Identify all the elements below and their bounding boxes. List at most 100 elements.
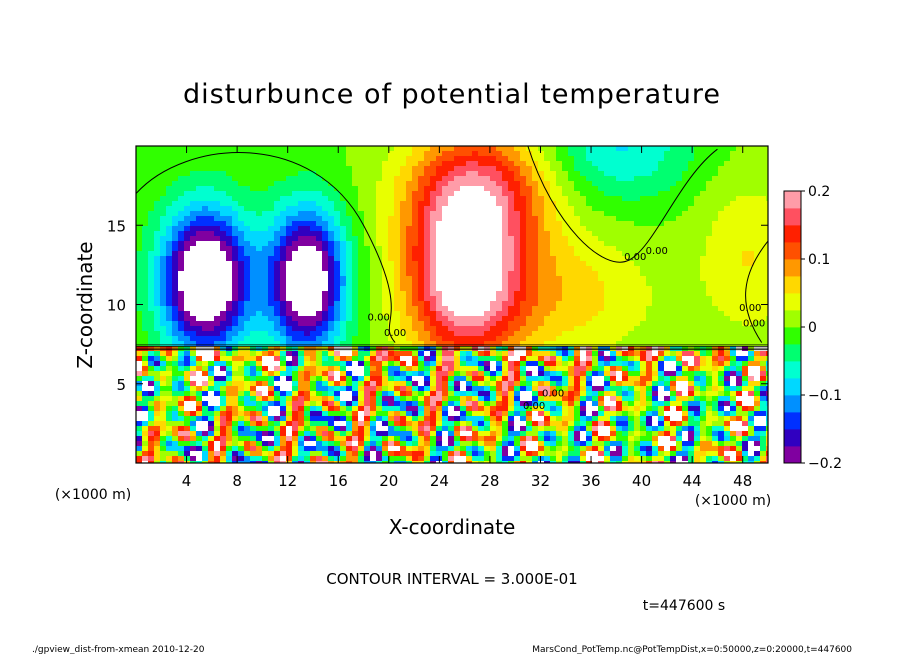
- heatmap-cell: [424, 386, 431, 392]
- heatmap-cell: [466, 156, 473, 162]
- heatmap-cell: [328, 386, 335, 392]
- heatmap-cell: [238, 421, 245, 427]
- heatmap-cell: [160, 356, 167, 362]
- heatmap-cell: [532, 186, 539, 192]
- heatmap-cell: [376, 281, 383, 287]
- heatmap-cell: [286, 196, 293, 202]
- heatmap-cell: [406, 406, 413, 412]
- heatmap-cell: [466, 316, 473, 322]
- heatmap-cell: [322, 426, 329, 432]
- heatmap-cell: [238, 346, 245, 352]
- heatmap-cell: [550, 236, 557, 242]
- heatmap-cell: [238, 361, 245, 367]
- heatmap-cell: [262, 216, 269, 222]
- heatmap-cell: [484, 316, 491, 322]
- heatmap-cell: [148, 306, 155, 312]
- heatmap-cell: [460, 451, 467, 457]
- heatmap-cell: [250, 366, 257, 372]
- heatmap-cell: [562, 266, 569, 272]
- heatmap-cell: [568, 411, 575, 417]
- heatmap-cell: [520, 251, 527, 257]
- heatmap-cell: [178, 266, 185, 272]
- heatmap-cell: [556, 281, 563, 287]
- heatmap-cell: [256, 371, 263, 377]
- heatmap-cell: [532, 191, 539, 197]
- heatmap-cell: [202, 421, 209, 427]
- heatmap-cell: [526, 436, 533, 442]
- heatmap-cell: [460, 401, 467, 407]
- heatmap-cell: [322, 251, 329, 257]
- heatmap-cell: [364, 211, 371, 217]
- heatmap-cell: [178, 261, 185, 267]
- heatmap-cell: [382, 156, 389, 162]
- heatmap-cell: [286, 391, 293, 397]
- heatmap-cell: [316, 441, 323, 447]
- heatmap-cell: [148, 286, 155, 292]
- heatmap-cell: [472, 361, 479, 367]
- heatmap-cell: [580, 176, 587, 182]
- heatmap-cell: [142, 341, 149, 347]
- heatmap-cell: [286, 251, 293, 257]
- heatmap-cell: [586, 371, 593, 377]
- heatmap-cell: [184, 346, 191, 352]
- heatmap-cell: [262, 416, 269, 422]
- heatmap-cell: [178, 336, 185, 342]
- heatmap-cell: [532, 446, 539, 452]
- heatmap-cell: [460, 216, 467, 222]
- heatmap-cell: [526, 246, 533, 252]
- heatmap-cell: [568, 346, 575, 352]
- heatmap-cell: [262, 406, 269, 412]
- heatmap-cell: [556, 231, 563, 237]
- heatmap-cell: [442, 276, 449, 282]
- heatmap-cell: [598, 336, 605, 342]
- heatmap-cell: [232, 271, 239, 277]
- heatmap-cell: [154, 326, 161, 332]
- heatmap-cell: [178, 256, 185, 262]
- heatmap-cell: [466, 236, 473, 242]
- heatmap-cell: [244, 176, 251, 182]
- heatmap-cell: [286, 206, 293, 212]
- heatmap-cell: [190, 366, 197, 372]
- heatmap-cell: [274, 191, 281, 197]
- heatmap-cell: [520, 166, 527, 172]
- heatmap-cell: [334, 366, 341, 372]
- heatmap-cell: [514, 311, 521, 317]
- heatmap-cell: [250, 386, 257, 392]
- heatmap-cell: [256, 161, 263, 167]
- heatmap-cell: [322, 151, 329, 157]
- heatmap-cell: [310, 246, 317, 252]
- heatmap-cell: [274, 431, 281, 437]
- heatmap-cell: [250, 181, 257, 187]
- heatmap-cell: [454, 431, 461, 437]
- heatmap-cell: [478, 441, 485, 447]
- heatmap-cell: [322, 186, 329, 192]
- heatmap-cell: [268, 391, 275, 397]
- heatmap-cell: [514, 346, 521, 352]
- heatmap-cell: [580, 151, 587, 157]
- heatmap-cell: [442, 176, 449, 182]
- heatmap-cell: [580, 241, 587, 247]
- heatmap-cell: [568, 176, 575, 182]
- heatmap-cell: [262, 306, 269, 312]
- heatmap-field: [136, 146, 769, 464]
- heatmap-cell: [466, 296, 473, 302]
- heatmap-cell: [226, 371, 233, 377]
- heatmap-cell: [538, 336, 545, 342]
- heatmap-cell: [400, 396, 407, 402]
- heatmap-cell: [298, 211, 305, 217]
- heatmap-cell: [442, 446, 449, 452]
- heatmap-cell: [496, 386, 503, 392]
- heatmap-cell: [286, 321, 293, 327]
- heatmap-cell: [382, 196, 389, 202]
- heatmap-cell: [520, 256, 527, 262]
- heatmap-cell: [184, 291, 191, 297]
- heatmap-cell: [148, 296, 155, 302]
- heatmap-cell: [574, 381, 581, 387]
- heatmap-cell: [556, 461, 563, 464]
- heatmap-cell: [154, 236, 161, 242]
- heatmap-cell: [238, 441, 245, 447]
- heatmap-cell: [322, 306, 329, 312]
- heatmap-cell: [580, 246, 587, 252]
- heatmap-cell: [460, 426, 467, 432]
- heatmap-cell: [382, 441, 389, 447]
